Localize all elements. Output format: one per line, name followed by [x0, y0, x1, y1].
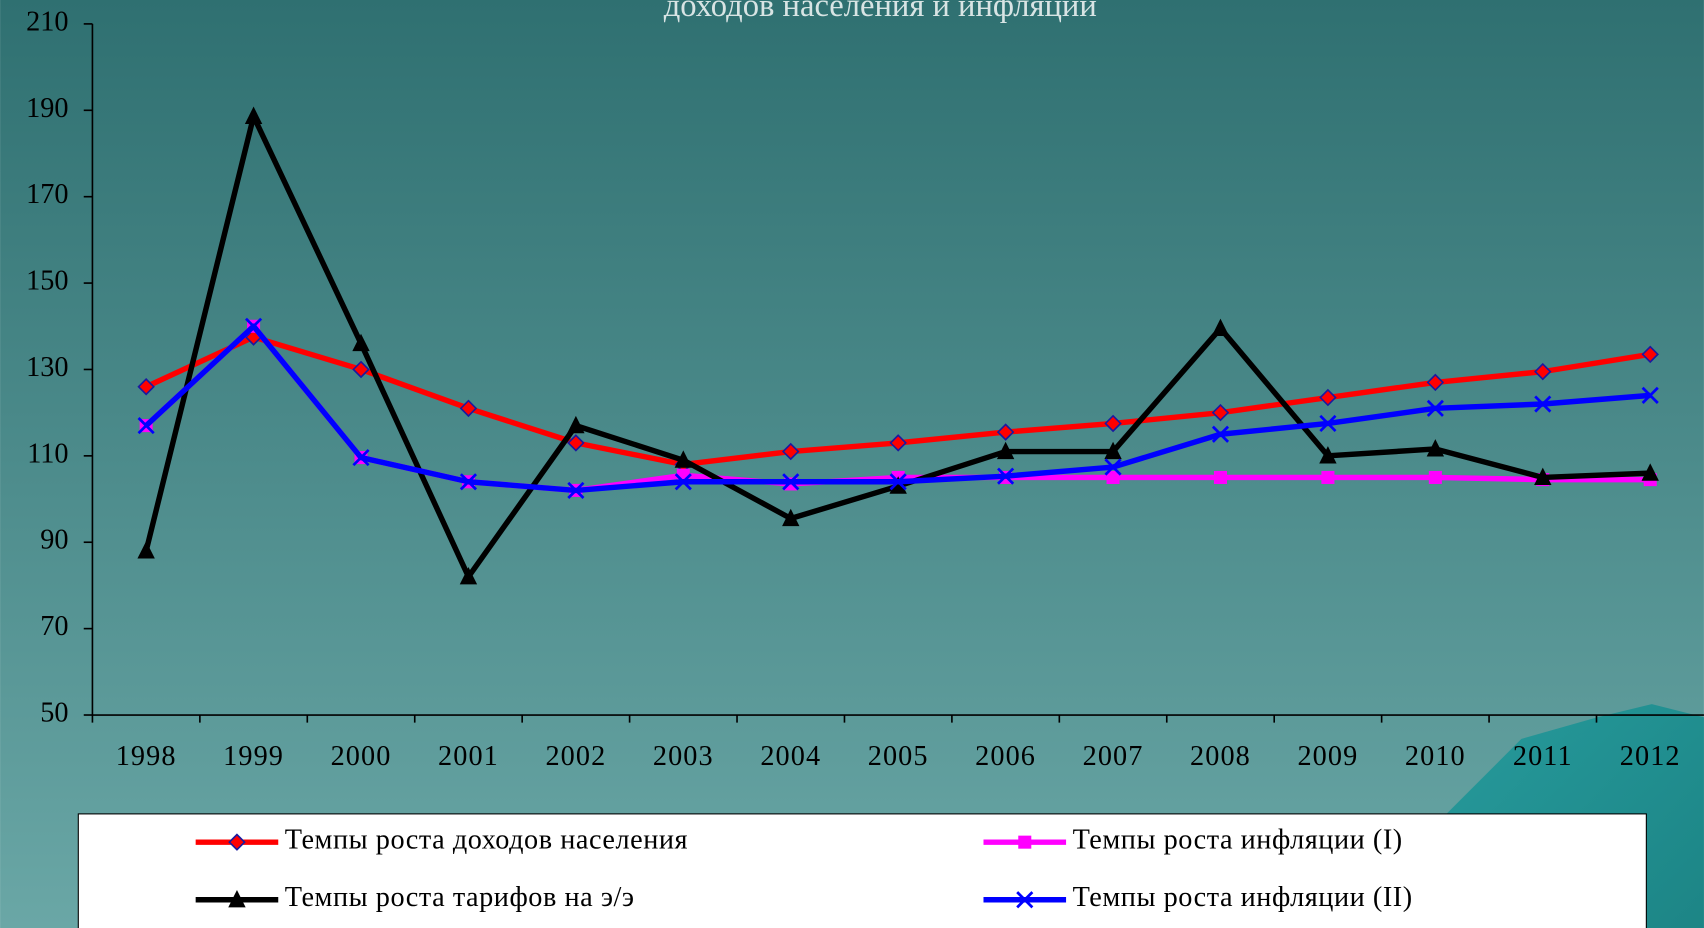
legend-box [77, 813, 1647, 928]
legend-label: Темпы роста доходов населения [285, 825, 688, 856]
marker [997, 467, 1015, 485]
marker [352, 333, 370, 352]
marker [137, 541, 155, 559]
marker [1104, 458, 1122, 476]
marker [244, 106, 263, 124]
marker [889, 473, 907, 491]
x-tick-label: 2008 [1190, 741, 1251, 772]
chart-title: доходов населения и инфляции [664, 0, 1097, 24]
marker [1319, 414, 1337, 433]
legend-item: Темпы роста инфляции (II) [983, 882, 1412, 913]
marker [1534, 467, 1552, 486]
marker [1428, 470, 1442, 484]
marker [1104, 414, 1122, 433]
marker [996, 441, 1015, 460]
marker [1016, 891, 1034, 909]
legend-label: Темпы роста инфляции (I) [1073, 825, 1403, 856]
x-tick-label: 2009 [1297, 741, 1358, 772]
marker [1641, 345, 1659, 364]
marker [567, 434, 585, 452]
marker [1426, 439, 1445, 457]
marker [1534, 362, 1552, 381]
marker [1426, 373, 1445, 392]
x-tick-label: 2000 [331, 741, 392, 772]
y-tick-label: 50 [40, 698, 68, 729]
marker [782, 508, 800, 527]
marker [1534, 395, 1552, 413]
marker [228, 889, 246, 908]
x-tick-label: 2010 [1405, 741, 1466, 772]
legend-item: Темпы роста тарифов на э/э [195, 882, 635, 913]
y-tick-label: 90 [40, 525, 68, 556]
legend-item: Темпы роста инфляции (I) [983, 825, 1402, 856]
marker [1211, 425, 1230, 443]
x-tick-label: 2006 [975, 741, 1036, 772]
marker [1321, 470, 1335, 484]
y-tick-label: 70 [40, 611, 68, 642]
marker [889, 434, 907, 452]
marker [1319, 388, 1337, 407]
marker [889, 476, 907, 494]
x-tick-label: 1998 [116, 741, 177, 772]
x-tick-label: 2007 [1083, 741, 1144, 772]
x-tick-label: 2004 [760, 741, 821, 772]
marker [245, 317, 263, 335]
y-tick-label: 110 [27, 438, 68, 469]
marker [459, 399, 478, 418]
marker [459, 567, 478, 585]
y-tick-label: 170 [26, 179, 68, 210]
x-tick-label: 2011 [1513, 741, 1573, 772]
marker [567, 481, 585, 499]
y-tick-label: 190 [26, 93, 68, 124]
y-tick-label: 150 [26, 266, 68, 297]
marker [352, 360, 370, 379]
marker [781, 442, 800, 461]
marker [137, 377, 155, 396]
marker [459, 473, 478, 491]
legend-label: Темпы роста инфляции (II) [1073, 882, 1413, 913]
marker [1641, 463, 1659, 481]
marker [1104, 441, 1122, 460]
marker [1018, 835, 1032, 849]
marker [1211, 403, 1230, 422]
marker [1106, 470, 1120, 484]
x-tick-label: 2005 [868, 741, 929, 772]
y-tick-label: 130 [26, 352, 68, 383]
marker [1211, 318, 1230, 337]
marker [1213, 470, 1228, 484]
marker [137, 417, 155, 435]
legend-label: Темпы роста тарифов на э/э [285, 882, 635, 913]
marker [674, 450, 693, 468]
marker [674, 473, 692, 491]
y-tick-label: 210 [26, 6, 68, 37]
marker [1641, 386, 1659, 404]
x-tick-label: 2002 [545, 741, 606, 772]
marker [782, 473, 800, 491]
marker [352, 449, 370, 467]
legend-item: Темпы роста доходов населения [195, 825, 688, 856]
marker [1426, 399, 1444, 417]
x-tick-label: 2012 [1620, 741, 1681, 772]
marker [228, 833, 246, 851]
x-tick-label: 1999 [223, 741, 284, 772]
marker [1319, 446, 1337, 464]
x-tick-label: 2003 [653, 741, 714, 772]
x-tick-label: 2001 [438, 741, 499, 772]
marker [996, 423, 1015, 441]
marker [567, 415, 585, 434]
